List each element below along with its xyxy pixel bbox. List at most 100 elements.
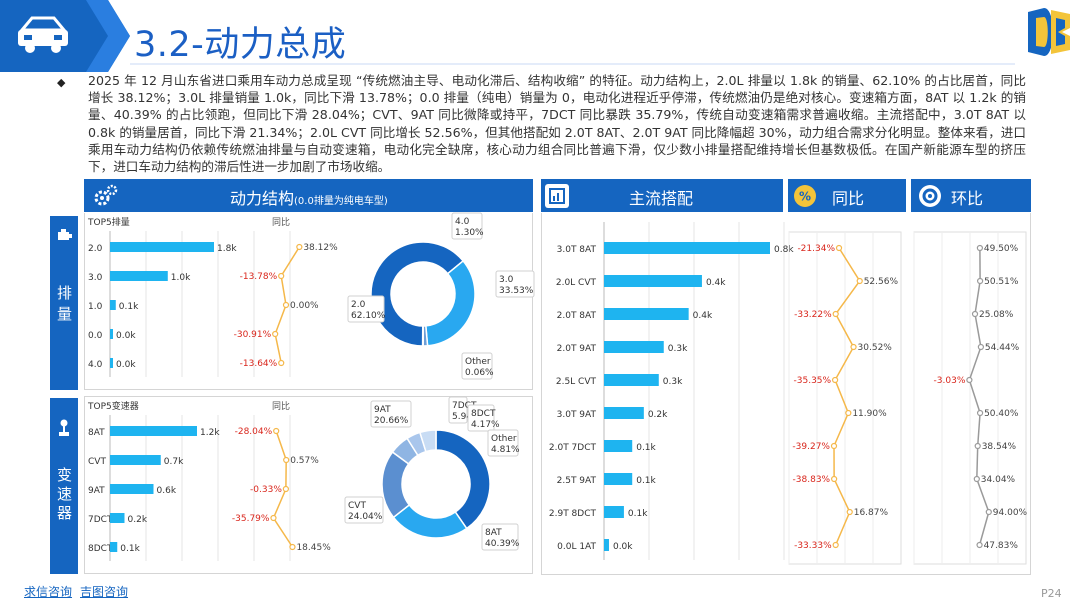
category-label: 3.0 [88, 273, 103, 283]
pie-label-value: 5.94% [452, 412, 481, 422]
bar [110, 542, 118, 552]
yoy-label: -35.79% [232, 514, 270, 524]
value-label: 0.8k [774, 245, 794, 255]
structure-title: 动力结构 [230, 189, 295, 208]
yoy-point [296, 243, 303, 251]
category-label: 2.0T 9AT [557, 344, 597, 354]
mom-point [966, 376, 973, 384]
yoy-label: -33.33% [794, 541, 832, 551]
yoy-label: -38.83% [793, 475, 831, 485]
category-label: 3.0T 9AT [557, 410, 597, 420]
mom-point [985, 508, 992, 516]
yoy-label: -28.04% [235, 427, 273, 437]
pie-label-name: Other [491, 434, 517, 444]
pie-label-value: 1.30% [455, 228, 484, 238]
value-label: 0.1k [628, 509, 648, 519]
chart-title: TOP5排量 [87, 216, 130, 228]
yoy-label: 38.12% [303, 243, 338, 253]
category-label: 2.0 [88, 244, 103, 254]
pie-label-name: Other [465, 357, 491, 367]
bar [604, 341, 664, 353]
bullet-diamond: ◆ [57, 76, 66, 89]
gear-shift-icon [59, 419, 69, 436]
bar [110, 513, 125, 523]
category-label: CVT [88, 457, 106, 467]
value-label: 0.0k [613, 542, 633, 552]
value-label: 0.3k [668, 344, 688, 354]
value-label: 0.1k [120, 544, 140, 554]
category-label: 2.9T 8DCT [549, 509, 597, 519]
category-label: 2.5L CVT [556, 377, 597, 387]
category-label: 7DCT [88, 515, 113, 525]
category-label: 0.0L 1AT [557, 542, 596, 552]
pie-label-name: 8DCT [471, 409, 496, 419]
yoy-point [289, 543, 296, 551]
mom-point [976, 541, 983, 549]
mom-label: 25.08% [979, 310, 1014, 320]
pie-label-box [487, 429, 519, 457]
bar [110, 300, 116, 310]
bar [604, 242, 770, 254]
pie-label-value: 0.06% [465, 368, 494, 378]
bar [604, 506, 624, 518]
bar [604, 473, 633, 485]
pie-label-name: CVT [348, 501, 366, 511]
pie-label-box [370, 400, 412, 428]
yoy-point [831, 475, 838, 483]
mom-title: 环比 [951, 189, 984, 208]
mainstream-title: 主流搭配 [629, 189, 694, 208]
yoy-point [845, 409, 852, 417]
value-label: 1.8k [217, 244, 237, 254]
yoy-point [832, 376, 839, 384]
header-arrow-light [86, 0, 130, 72]
bar-chart-icon [545, 183, 569, 208]
yoy-label: 18.45% [296, 543, 331, 553]
pie-label-name: 7DCT [452, 401, 477, 411]
pie-slice [418, 429, 437, 453]
mom-label: 50.51% [984, 277, 1019, 287]
panel-box-gearbox [84, 396, 533, 574]
side-label-gearbox: 变速器 [50, 398, 78, 574]
category-label: 2.0T 7DCT [549, 443, 597, 453]
target-icon [916, 182, 944, 210]
pie-label-box [347, 295, 385, 323]
pie-slice [421, 325, 424, 347]
pie-label-name: 4.0 [455, 217, 470, 227]
yoy-point [282, 485, 289, 493]
value-label: 0.3k [663, 377, 683, 387]
bar [604, 407, 644, 419]
category-label: 2.0T 8AT [557, 311, 597, 321]
panel-header-yoy: % 同比 [788, 179, 906, 212]
value-label: 0.1k [636, 443, 656, 453]
mom-label: 94.00% [993, 508, 1028, 518]
mom-label: 38.54% [982, 442, 1017, 452]
side-label-displacement-text: 排量 [55, 285, 73, 327]
yoy-point [850, 343, 857, 351]
footer-link-qiuxin[interactable]: 求信咨询 [24, 585, 73, 599]
pie-slice [425, 259, 476, 347]
footer-link-jitu[interactable]: 吉图咨询 [80, 585, 129, 599]
pie-slice [392, 503, 468, 539]
mom-label: 47.83% [984, 541, 1019, 551]
mom-label: 49.50% [984, 244, 1019, 254]
mom-point [976, 409, 984, 417]
yoy-line [833, 247, 861, 546]
engine-icon [58, 229, 72, 240]
page-title: 3.2-动力总成 [134, 25, 347, 65]
pie-label-name: 3.0 [499, 275, 514, 285]
pie-label-box [467, 404, 495, 432]
yoy-point [278, 359, 285, 367]
value-label: 0.2k [128, 515, 148, 525]
yoy-label: 0.00% [290, 301, 319, 311]
value-label: 0.6k [157, 486, 177, 496]
value-label: 0.1k [636, 476, 656, 486]
bar [604, 308, 689, 320]
pie-label-box [448, 396, 468, 424]
yoy-point [832, 310, 839, 318]
yoy-label: -35.35% [794, 376, 832, 386]
pie-label-value: 62.10% [351, 311, 386, 321]
category-label: 4.0 [88, 360, 103, 370]
pie-label-name: 8AT [485, 528, 502, 538]
mom-point [974, 442, 981, 450]
pie-label-value: 20.66% [374, 416, 409, 426]
